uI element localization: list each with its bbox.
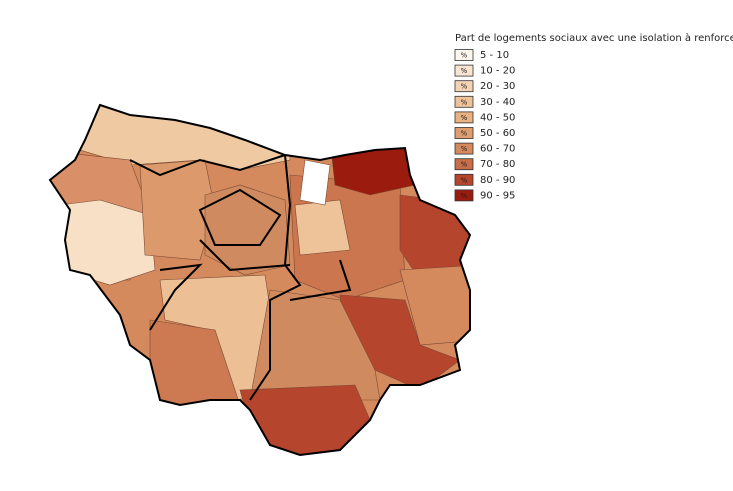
zone [249, 289, 381, 401]
legend-label: 10 - 20 [480, 66, 515, 77]
legend-label: 60 - 70 [480, 144, 515, 155]
legend-swatch [454, 127, 474, 139]
zone [329, 139, 421, 196]
legend-label: 5 - 10 [480, 50, 509, 61]
legend-swatch-text: % [461, 145, 468, 153]
legend-label: 80 - 90 [480, 175, 515, 186]
zone [299, 159, 331, 206]
department-borders [49, 104, 471, 456]
legend-swatch [454, 95, 474, 108]
legend-swatch-text: % [461, 114, 468, 122]
legend-swatch [454, 80, 474, 93]
legend-swatch-text: % [461, 192, 468, 200]
zone [294, 199, 351, 256]
legend-label: 70 - 80 [480, 159, 515, 170]
legend-swatch [454, 189, 474, 202]
zone [239, 384, 371, 455]
legend-swatch-text: % [461, 67, 468, 75]
legend-swatch [454, 158, 474, 171]
legend-swatch-text: % [461, 83, 468, 91]
legend-label: 30 - 40 [480, 97, 515, 108]
legend-swatch [454, 111, 474, 124]
legend-swatch-text: % [461, 130, 468, 138]
legend-swatch [454, 142, 474, 155]
legend-swatch-text: % [461, 176, 468, 184]
zone [204, 184, 291, 276]
zone [59, 199, 156, 286]
legend-swatch [454, 64, 474, 77]
legend-swatch-text: % [461, 52, 468, 60]
zone [399, 264, 470, 346]
legend-title: Part de logements sociaux avec une isola… [455, 32, 733, 44]
legend-label: 20 - 30 [480, 81, 515, 92]
legend-label: 50 - 60 [480, 128, 515, 139]
legend-label: 90 - 95 [480, 190, 515, 201]
legend-swatch-text: % [461, 161, 468, 169]
legend: Part de logements sociaux avec une isola… [454, 32, 733, 202]
map-zones [50, 105, 470, 455]
legend-label: 40 - 50 [480, 112, 515, 123]
legend-swatch [454, 173, 474, 186]
legend-swatch [454, 49, 474, 61]
legend-swatch-text: % [461, 98, 468, 106]
